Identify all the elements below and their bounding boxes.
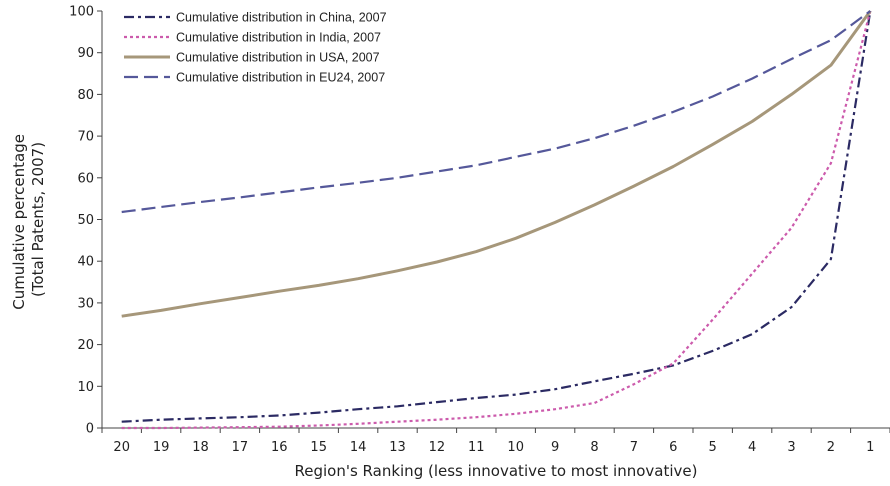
y-tick-label: 100 <box>69 5 94 20</box>
x-tick-label: 4 <box>748 440 756 455</box>
series-4 <box>121 10 871 214</box>
x-tick-label: 11 <box>468 440 485 455</box>
x-tick-label: 5 <box>709 440 717 455</box>
x-tick-label: 2 <box>827 440 835 455</box>
series-layer <box>121 10 872 430</box>
x-tick-label: 12 <box>429 440 446 455</box>
x-tick-label: 8 <box>590 440 598 455</box>
legend-item-1: Cumulative distribution in China, 2007 <box>124 11 387 25</box>
series-line <box>121 10 872 318</box>
x-tick-label: 16 <box>271 440 288 455</box>
x-tick-label: 14 <box>350 440 367 455</box>
legend-label: Cumulative distribution in China, 2007 <box>176 11 387 25</box>
y-axis-title-line1: Cumulative percentage <box>10 134 28 310</box>
x-axis-title: Region's Ranking (less innovative to mos… <box>294 462 697 480</box>
y-tick-label: 80 <box>77 88 94 103</box>
legend-item-3: Cumulative distribution in USA, 2007 <box>124 51 380 65</box>
series-2 <box>121 10 872 430</box>
series-line <box>121 10 871 214</box>
y-tick-label: 50 <box>77 213 94 228</box>
x-tick-label: 20 <box>113 440 130 455</box>
y-tick-label: 30 <box>77 296 94 311</box>
series-line <box>121 10 872 430</box>
y-tick-label: 70 <box>77 130 94 145</box>
x-tick-label: 19 <box>153 440 170 455</box>
legend-label: Cumulative distribution in EU24, 2007 <box>176 71 385 85</box>
legend: Cumulative distribution in China, 2007 Cu… <box>124 11 387 85</box>
series-1 <box>121 10 872 423</box>
y-axis-title: Cumulative percentage (Total Patents, 20… <box>10 129 47 310</box>
legend-item-2: Cumulative distribution in India, 2007 <box>124 31 381 45</box>
y-tick-label: 40 <box>77 255 94 270</box>
series-line <box>121 10 872 423</box>
x-tick-label: 10 <box>507 440 524 455</box>
legend-label: Cumulative distribution in India, 2007 <box>176 31 381 45</box>
x-tick-label: 17 <box>232 440 249 455</box>
series-3 <box>121 10 872 318</box>
x-tick-label: 15 <box>310 440 327 455</box>
x-tick-label: 9 <box>551 440 559 455</box>
x-tick-label: 7 <box>630 440 638 455</box>
x-tick-label: 6 <box>669 440 677 455</box>
y-tick-label: 90 <box>77 46 94 61</box>
y-tick-label: 0 <box>86 422 94 437</box>
legend-item-4: Cumulative distribution in EU24, 2007 <box>124 71 385 85</box>
y-tick-label: 20 <box>77 338 94 353</box>
x-tick-label: 18 <box>192 440 209 455</box>
y-axis-title-line2: (Total Patents, 2007) <box>29 142 47 297</box>
y-tick-label: 60 <box>77 171 94 186</box>
y-tick-label: 10 <box>77 380 94 395</box>
x-tick-label: 3 <box>787 440 795 455</box>
x-tick-label: 1 <box>866 440 874 455</box>
x-tick-label: 13 <box>389 440 406 455</box>
legend-label: Cumulative distribution in USA, 2007 <box>176 51 380 65</box>
